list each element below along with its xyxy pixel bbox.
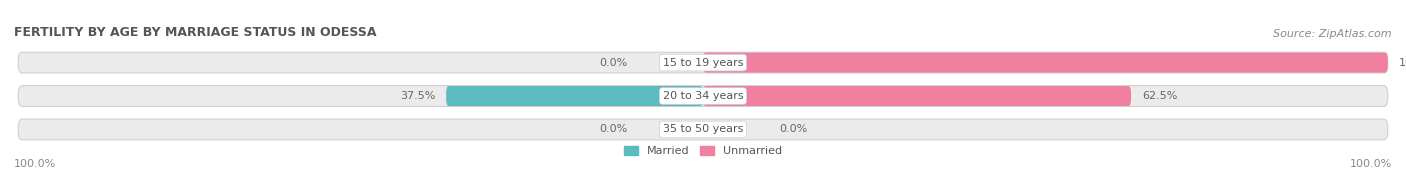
Text: Source: ZipAtlas.com: Source: ZipAtlas.com (1274, 29, 1392, 39)
Text: 100.0%: 100.0% (14, 159, 56, 169)
FancyBboxPatch shape (703, 86, 1130, 106)
FancyBboxPatch shape (18, 119, 1388, 140)
FancyBboxPatch shape (18, 52, 1388, 73)
Text: FERTILITY BY AGE BY MARRIAGE STATUS IN ODESSA: FERTILITY BY AGE BY MARRIAGE STATUS IN O… (14, 26, 377, 39)
Text: 37.5%: 37.5% (399, 91, 436, 101)
Text: 100.0%: 100.0% (1399, 58, 1406, 68)
Text: 20 to 34 years: 20 to 34 years (662, 91, 744, 101)
Text: 62.5%: 62.5% (1142, 91, 1177, 101)
Text: 0.0%: 0.0% (599, 124, 627, 134)
Text: 100.0%: 100.0% (1350, 159, 1392, 169)
Text: 0.0%: 0.0% (779, 124, 807, 134)
Legend: Married, Unmarried: Married, Unmarried (624, 146, 782, 156)
Text: 35 to 50 years: 35 to 50 years (662, 124, 744, 134)
Text: 15 to 19 years: 15 to 19 years (662, 58, 744, 68)
FancyBboxPatch shape (703, 53, 1388, 73)
FancyBboxPatch shape (446, 86, 703, 106)
Text: 0.0%: 0.0% (599, 58, 627, 68)
FancyBboxPatch shape (18, 86, 1388, 106)
